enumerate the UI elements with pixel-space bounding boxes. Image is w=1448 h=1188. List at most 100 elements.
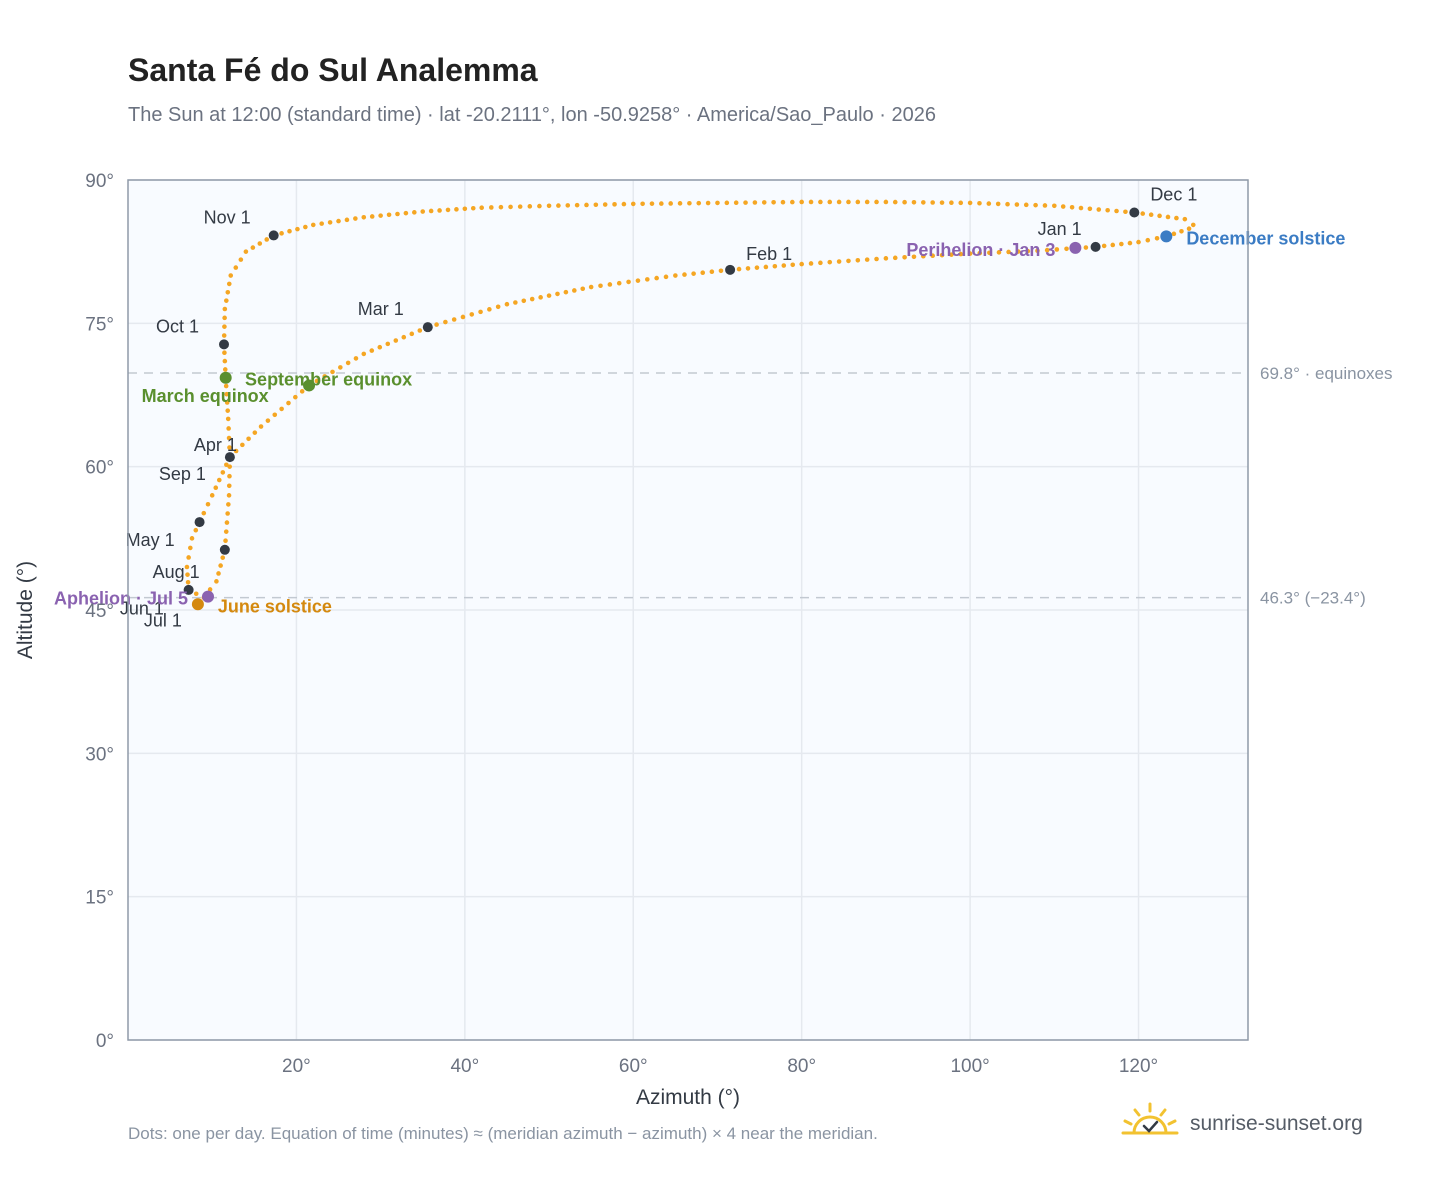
daily-dot: [225, 511, 230, 516]
daily-dot: [836, 199, 842, 205]
daily-dot: [222, 358, 228, 364]
daily-dot: [469, 312, 475, 317]
month-label: Jul 1: [144, 610, 182, 630]
daily-dot: [902, 254, 907, 260]
daily-dot: [246, 436, 251, 442]
daily-dot: [226, 483, 232, 489]
daily-dot: [409, 331, 415, 337]
daily-dot: [621, 201, 627, 207]
daily-dot: [378, 213, 383, 218]
reference-line-label: 46.3° (−23.4°): [1260, 589, 1366, 608]
month-marker: [183, 584, 194, 595]
daily-dot: [310, 222, 316, 228]
axis-ticks: 20° 40° 60° 80° 100° 120° 0° 15° 30° 45° 60° 75° 90°: [85, 171, 1158, 1077]
daily-dot: [225, 289, 231, 295]
daily-dot: [883, 256, 889, 261]
daily-dot: [939, 252, 945, 258]
daily-dot: [1110, 242, 1116, 248]
event-marker: [303, 379, 316, 392]
daily-dot: [403, 210, 409, 216]
reference-lines: 69.8° · equinoxes 46.3° (−23.4°): [128, 364, 1393, 608]
daily-dot: [224, 298, 229, 303]
daily-dot: [580, 286, 586, 292]
daily-dot: [574, 202, 580, 208]
daily-dot: [939, 200, 945, 205]
daily-dot: [1052, 203, 1057, 209]
daily-dot: [386, 212, 392, 218]
month-label: Apr 1: [194, 435, 237, 455]
daily-dot: [238, 257, 244, 262]
daily-dot: [220, 470, 226, 475]
daily-dot: [996, 250, 1002, 255]
month-marker: [219, 339, 229, 350]
daily-dot: [572, 288, 577, 293]
daily-dot: [214, 579, 219, 584]
daily-dot: [995, 201, 1001, 207]
daily-dot: [846, 258, 851, 264]
daily-dot: [470, 205, 476, 211]
daily-dot: [1006, 249, 1011, 255]
month-label: Sep 1: [159, 464, 206, 484]
daily-dot: [1154, 235, 1160, 241]
daily-dot: [1182, 216, 1188, 222]
daily-dot: [185, 579, 191, 585]
daily-dot: [233, 265, 239, 270]
daily-dot: [327, 220, 333, 225]
daily-dot: [226, 493, 232, 498]
daily-dot: [546, 203, 552, 209]
daily-dot: [640, 201, 645, 207]
daily-dot: [227, 445, 232, 450]
daily-dot: [226, 281, 232, 287]
daily-dot: [771, 199, 776, 205]
y-tick-label: 90°: [85, 171, 114, 192]
daily-dot: [218, 563, 223, 568]
daily-dot: [616, 280, 622, 286]
daily-dot: [353, 356, 359, 361]
daily-dot: [733, 200, 739, 206]
daily-dot: [293, 394, 298, 400]
daily-dot: [462, 206, 468, 212]
daily-dot: [772, 263, 778, 269]
daily-dot: [563, 289, 569, 295]
daily-dot: [781, 263, 787, 268]
month-label: Jan 1: [1038, 219, 1082, 239]
daily-dot: [1174, 215, 1179, 221]
y-tick-label: 45°: [85, 601, 114, 622]
daily-dot: [295, 226, 300, 232]
daily-dot: [286, 400, 291, 406]
daily-dot: [1035, 248, 1040, 254]
month-marker: [224, 452, 235, 463]
daily-dot: [718, 268, 724, 274]
brand[interactable]: sunrise-sunset.org: [1120, 1100, 1390, 1150]
month-label: Mar 1: [358, 299, 404, 319]
daily-dot: [687, 200, 692, 206]
daily-dot: [556, 203, 561, 208]
daily-dot: [361, 351, 367, 357]
month-label: Aug 1: [153, 562, 200, 582]
daily-dot: [489, 205, 494, 210]
daily-dot: [892, 199, 898, 205]
daily-dot: [1023, 202, 1029, 208]
brand-name: sunrise-sunset.org: [1190, 1112, 1363, 1135]
daily-dot: [1014, 202, 1020, 207]
daily-dot: [216, 571, 221, 576]
daily-dot: [864, 199, 870, 205]
daily-dot: [626, 279, 631, 285]
daily-dot: [529, 296, 535, 302]
daily-dot: [361, 214, 367, 220]
event-marker: [202, 590, 214, 603]
daily-dot: [808, 261, 814, 266]
daily-dot: [864, 257, 870, 262]
daily-dot: [1054, 247, 1060, 252]
x-tick-label: 80°: [787, 1056, 816, 1077]
daily-dot: [892, 255, 898, 261]
daily-dot: [649, 201, 655, 206]
daily-dot: [602, 202, 608, 207]
daily-dot: [353, 216, 358, 221]
month-label: Jun 1: [120, 598, 164, 618]
daily-dot: [303, 224, 308, 230]
daily-dot: [799, 261, 804, 267]
event-label: June solstice: [218, 596, 332, 616]
month-marker: [268, 230, 279, 241]
daily-dot: [1069, 204, 1075, 210]
